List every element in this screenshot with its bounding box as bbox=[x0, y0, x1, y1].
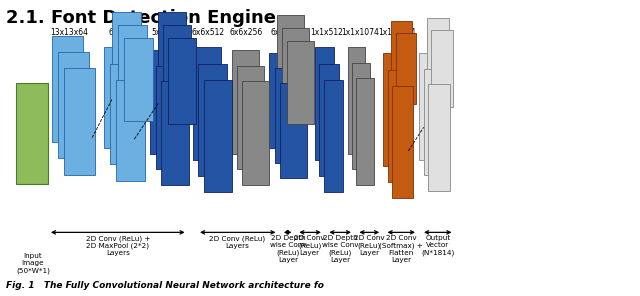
Bar bbox=[161, 81, 189, 185]
Bar bbox=[391, 21, 412, 92]
Text: Input
Image
(50*W*1): Input Image (50*W*1) bbox=[16, 253, 50, 274]
Text: Fig. 1   The Fully Convolutional Neural Network architecture fo: Fig. 1 The Fully Convolutional Neural Ne… bbox=[6, 281, 324, 290]
Bar bbox=[396, 33, 416, 104]
Text: 6x6x512: 6x6x512 bbox=[191, 28, 225, 37]
Text: Output
Vector
(N*1814): Output Vector (N*1814) bbox=[421, 235, 454, 256]
Bar bbox=[324, 80, 343, 192]
Bar bbox=[110, 64, 140, 164]
Text: 1x1x512: 1x1x512 bbox=[310, 28, 343, 37]
Bar bbox=[431, 30, 453, 107]
Bar bbox=[242, 81, 269, 185]
Bar bbox=[16, 83, 48, 184]
Text: 13x13x64: 13x13x64 bbox=[50, 28, 88, 37]
Bar bbox=[156, 66, 184, 169]
Bar bbox=[277, 15, 304, 98]
Bar bbox=[383, 53, 404, 166]
Text: 1x1x1074: 1x1x1074 bbox=[340, 28, 379, 37]
Bar bbox=[58, 52, 89, 158]
Text: 6x6x256: 6x6x256 bbox=[230, 28, 263, 37]
Text: 2D Depth
wise Conv
(ReLu)
Layer: 2D Depth wise Conv (ReLu) Layer bbox=[269, 235, 307, 263]
Bar bbox=[392, 86, 413, 198]
Text: 2D Conv (ReLu) +
2D MaxPool (2*2)
Layers: 2D Conv (ReLu) + 2D MaxPool (2*2) Layers bbox=[86, 235, 150, 256]
Text: 2D Conv (ReLu)
Layers: 2D Conv (ReLu) Layers bbox=[209, 235, 265, 249]
Text: 2D Conv
(ReLu)
Layer: 2D Conv (ReLu) Layer bbox=[354, 235, 385, 256]
Bar bbox=[52, 36, 83, 142]
Text: 2D Depth
wise Conv
(ReLu)
Layer: 2D Depth wise Conv (ReLu) Layer bbox=[321, 235, 358, 263]
Text: 6x6x128: 6x6x128 bbox=[108, 28, 141, 37]
Bar bbox=[112, 12, 141, 95]
Bar bbox=[427, 18, 449, 95]
Bar bbox=[124, 38, 153, 121]
Bar bbox=[64, 68, 95, 175]
Bar bbox=[348, 47, 365, 154]
Bar bbox=[204, 80, 232, 192]
Bar bbox=[168, 38, 196, 124]
Bar bbox=[150, 50, 179, 154]
Bar bbox=[193, 47, 221, 160]
Bar bbox=[118, 25, 147, 108]
Bar bbox=[419, 53, 441, 160]
Bar bbox=[287, 41, 314, 124]
Bar bbox=[315, 47, 334, 160]
Bar bbox=[198, 64, 227, 176]
Bar bbox=[275, 68, 301, 163]
Bar bbox=[428, 84, 450, 191]
Bar bbox=[104, 47, 134, 148]
Bar bbox=[232, 50, 259, 154]
Text: 6x6x128: 6x6x128 bbox=[270, 28, 303, 37]
Bar bbox=[237, 66, 264, 169]
Bar bbox=[158, 12, 186, 98]
Bar bbox=[116, 80, 145, 181]
Text: 2D Conv
(Softmax) +
Flatten
Layer: 2D Conv (Softmax) + Flatten Layer bbox=[380, 235, 423, 263]
Bar bbox=[269, 53, 296, 148]
Bar bbox=[352, 63, 370, 169]
Bar bbox=[282, 28, 309, 111]
Bar bbox=[388, 70, 408, 182]
Text: 2.1. Font Detection Engine: 2.1. Font Detection Engine bbox=[6, 9, 276, 27]
Bar bbox=[163, 25, 191, 111]
Bar bbox=[356, 78, 374, 185]
Text: 2D Conv
(ReLu)
Layer: 2D Conv (ReLu) Layer bbox=[294, 235, 325, 256]
Text: 5x6x256: 5x6x256 bbox=[152, 28, 185, 37]
Bar bbox=[424, 69, 445, 175]
Text: 1x1x1814: 1x1x1814 bbox=[378, 28, 415, 37]
Bar bbox=[319, 64, 339, 176]
Bar bbox=[280, 83, 307, 178]
